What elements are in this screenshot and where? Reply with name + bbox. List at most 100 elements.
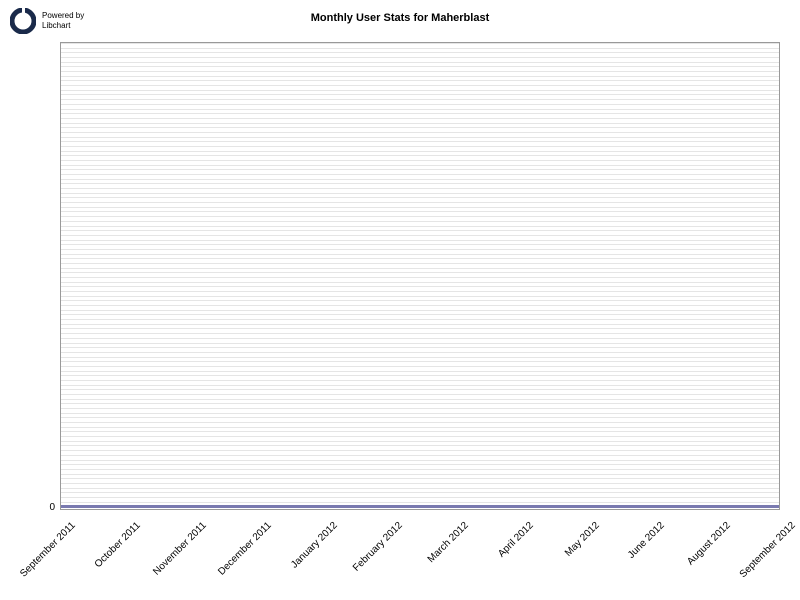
grid-line [61, 183, 779, 184]
grid-line [61, 431, 779, 432]
grid-line [61, 427, 779, 428]
grid-line [61, 417, 779, 418]
grid-line [61, 460, 779, 461]
x-tick-label: February 2012 [327, 520, 405, 598]
x-tick-label: August 2012 [654, 520, 732, 598]
x-tick-label: April 2012 [457, 520, 535, 598]
grid-line [61, 132, 779, 133]
grid-line [61, 76, 779, 77]
x-tick-label: September 2011 [0, 520, 78, 598]
grid-line [61, 319, 779, 320]
grid-line [61, 193, 779, 194]
grid-line [61, 347, 779, 348]
x-tick-label: January 2012 [261, 520, 339, 598]
grid-line [61, 66, 779, 67]
x-tick-label: December 2011 [196, 520, 274, 598]
grid-line [61, 375, 779, 376]
grid-line [61, 277, 779, 278]
grid-line [61, 71, 779, 72]
grid-line [61, 43, 779, 44]
x-tick-label: June 2012 [588, 520, 666, 598]
libchart-logo-icon [10, 8, 36, 34]
grid-line [61, 389, 779, 390]
plot-area [60, 42, 780, 510]
grid-line [61, 99, 779, 100]
x-tick-label: November 2011 [130, 520, 208, 598]
grid-line [61, 272, 779, 273]
grid-line [61, 235, 779, 236]
grid-line [61, 268, 779, 269]
grid-line [61, 445, 779, 446]
grid-line [61, 151, 779, 152]
grid-line [61, 141, 779, 142]
grid-line [61, 483, 779, 484]
grid-line [61, 300, 779, 301]
grid-line [61, 90, 779, 91]
grid-line [61, 310, 779, 311]
grid-line [61, 366, 779, 367]
grid-line [61, 492, 779, 493]
grid-line [61, 291, 779, 292]
grid-line [61, 352, 779, 353]
grid-line [61, 52, 779, 53]
grid-line [61, 127, 779, 128]
grid-line [61, 169, 779, 170]
grid-line [61, 62, 779, 63]
grid-line [61, 48, 779, 49]
logo-line1: Powered by [42, 11, 84, 21]
y-tick-label: 0 [15, 502, 55, 513]
grid-line [61, 338, 779, 339]
grid-line [61, 488, 779, 489]
grid-line [61, 469, 779, 470]
grid-line [61, 221, 779, 222]
grid-line [61, 216, 779, 217]
grid-line [61, 113, 779, 114]
grid-line [61, 408, 779, 409]
grid-line [61, 202, 779, 203]
grid-line [61, 146, 779, 147]
grid-line [61, 305, 779, 306]
grid-line [61, 118, 779, 119]
grid-line [61, 371, 779, 372]
data-series-line [61, 505, 779, 508]
x-tick-label: October 2011 [65, 520, 143, 598]
x-tick-label: May 2012 [523, 520, 601, 598]
logo-line2: Libchart [42, 21, 84, 31]
grid-line [61, 380, 779, 381]
grid-line [61, 94, 779, 95]
grid-line [61, 413, 779, 414]
grid-line [61, 109, 779, 110]
x-tick-label: March 2012 [392, 520, 470, 598]
grid-line [61, 502, 779, 503]
grid-line [61, 455, 779, 456]
grid-line [61, 286, 779, 287]
grid-line [61, 240, 779, 241]
grid-line [61, 441, 779, 442]
logo-text: Powered by Libchart [42, 11, 84, 30]
grid-line [61, 333, 779, 334]
logo-area: Powered by Libchart [10, 8, 84, 34]
grid-line [61, 328, 779, 329]
grid-line [61, 197, 779, 198]
grid-line [61, 123, 779, 124]
grid-line [61, 160, 779, 161]
grid-line [61, 230, 779, 231]
grid-line [61, 357, 779, 358]
grid-line [61, 104, 779, 105]
grid-line [61, 474, 779, 475]
grid-line [61, 57, 779, 58]
grid-line [61, 361, 779, 362]
x-tick-label: September 2012 [719, 520, 797, 598]
grid-line [61, 450, 779, 451]
chart-title: Monthly User Stats for Maherblast [311, 12, 489, 24]
grid-line [61, 282, 779, 283]
grid-line [61, 497, 779, 498]
grid-line [61, 244, 779, 245]
grid-line [61, 324, 779, 325]
grid-line [61, 478, 779, 479]
grid-line [61, 174, 779, 175]
grid-line [61, 155, 779, 156]
grid-line [61, 85, 779, 86]
grid-line [61, 464, 779, 465]
grid-line [61, 249, 779, 250]
